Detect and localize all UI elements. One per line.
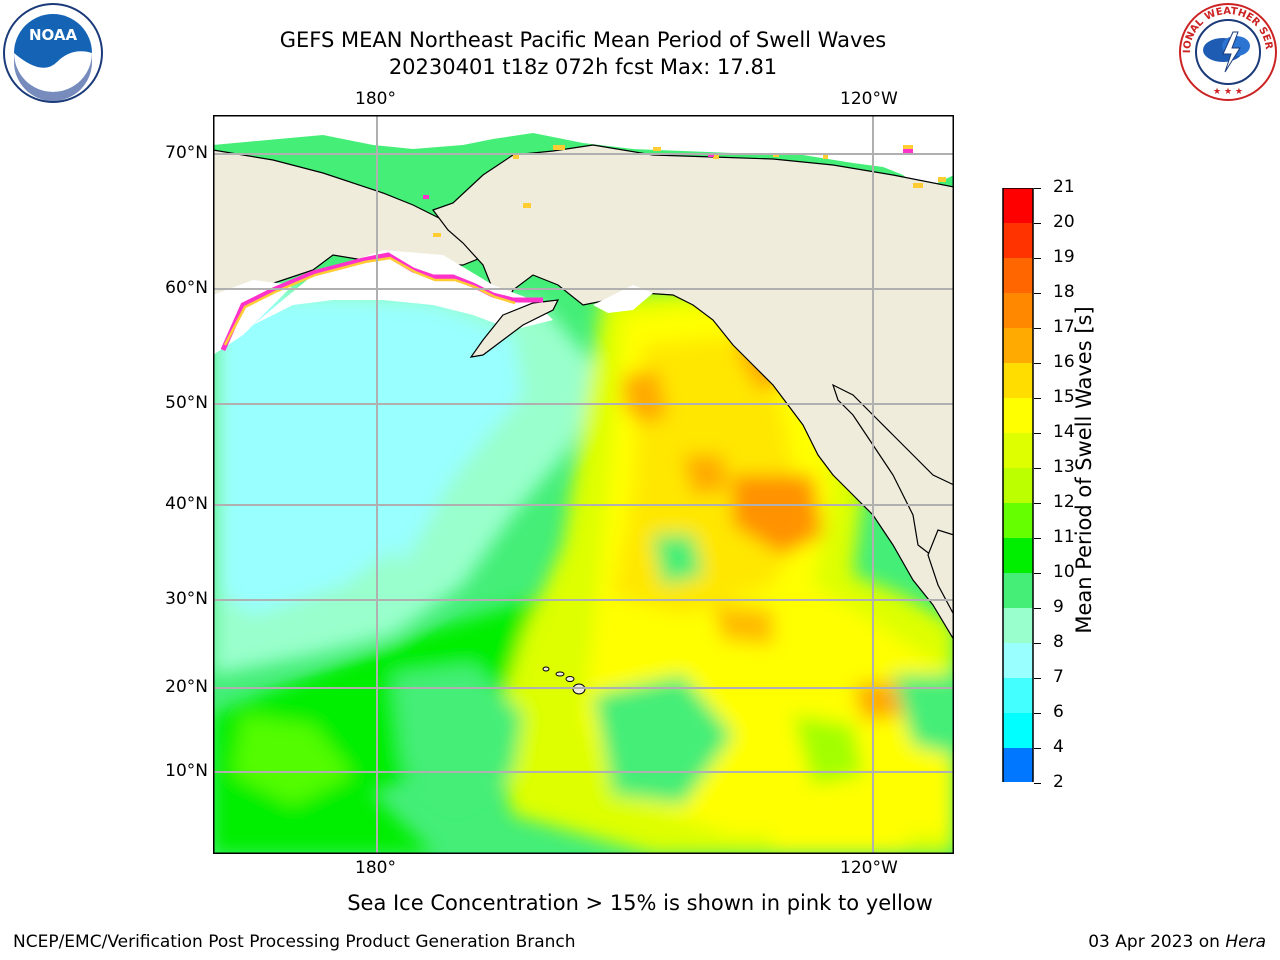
colorbar-tick	[1034, 293, 1041, 294]
colorbar-segment	[1003, 713, 1033, 749]
lat-label-20n: 20°N	[165, 677, 208, 697]
map-frame	[213, 115, 954, 854]
lon-label-bottom-120w: 120°W	[840, 858, 898, 878]
lat-label-30n: 30°N	[165, 589, 208, 609]
colorbar-tick-label: 12	[1053, 492, 1075, 512]
colorbar-segment	[1003, 363, 1033, 399]
sea-ice-note: Sea Ice Concentration > 15% is shown in …	[347, 891, 933, 915]
colorbar-segment	[1003, 258, 1033, 294]
colorbar-tick-label: 11	[1053, 527, 1075, 547]
noaa-logo: NOAA	[2, 2, 104, 104]
colorbar-tick	[1034, 503, 1041, 504]
colorbar-segment	[1003, 538, 1033, 574]
svg-text:★ ★ ★: ★ ★ ★	[1213, 87, 1243, 97]
lat-label-50n: 50°N	[165, 393, 208, 413]
colorbar-tick	[1034, 328, 1041, 329]
colorbar-segment	[1003, 223, 1033, 259]
lon-label-top-180: 180°	[355, 89, 396, 109]
graticule	[213, 115, 954, 854]
colorbar-segment	[1003, 573, 1033, 609]
colorbar-tick	[1034, 538, 1041, 539]
footer-branch: NCEP/EMC/Verification Post Processing Pr…	[13, 932, 576, 952]
colorbar-tick	[1034, 713, 1041, 714]
colorbar-tick	[1034, 573, 1041, 574]
colorbar-tick	[1034, 783, 1041, 784]
colorbar-segment	[1003, 293, 1033, 329]
map-panel	[213, 115, 954, 854]
colorbar-segment	[1003, 188, 1033, 224]
map-svg	[213, 115, 954, 854]
colorbar-tick-label: 8	[1053, 632, 1064, 652]
colorbar-tick-label: 17	[1053, 317, 1075, 337]
colorbar-segment	[1003, 468, 1033, 504]
colorbar-segment	[1003, 643, 1033, 679]
colorbar-tick-label: 21	[1053, 177, 1075, 197]
colorbar-tick	[1034, 748, 1041, 749]
lon-label-bottom-180: 180°	[355, 858, 396, 878]
colorbar-tick	[1034, 258, 1041, 259]
colorbar-tick	[1034, 363, 1041, 364]
lon-label-top-120w: 120°W	[840, 89, 898, 109]
colorbar-tick	[1034, 223, 1041, 224]
chart-subtitle: 20230401 t18z 072h fcst Max: 17.81	[388, 55, 778, 79]
colorbar-tick-label: 14	[1053, 422, 1075, 442]
lat-label-10n: 10°N	[165, 761, 208, 781]
lat-label-40n: 40°N	[165, 494, 208, 514]
footer-date: 03 Apr 2023 on Hera	[1088, 932, 1266, 952]
colorbar-tick	[1034, 468, 1041, 469]
colorbar-segment	[1003, 608, 1033, 644]
colorbar-tick-label: 13	[1053, 457, 1075, 477]
colorbar-tick	[1034, 188, 1041, 189]
colorbar-tick-label: 16	[1053, 352, 1075, 372]
footer-host: Hera	[1225, 932, 1266, 952]
colorbar-label: Mean Period of Swell Waves [s]	[1072, 306, 1096, 634]
colorbar-tick-label: 20	[1053, 212, 1075, 232]
colorbar-svg	[1002, 187, 1034, 814]
lat-label-70n: 70°N	[165, 143, 208, 163]
lat-label-60n: 60°N	[165, 278, 208, 298]
colorbar-tick	[1034, 398, 1041, 399]
colorbar-tick-label: 7	[1053, 667, 1064, 687]
colorbar-segment	[1003, 748, 1033, 783]
colorbar-segment	[1003, 398, 1033, 434]
colorbar-tick	[1034, 433, 1041, 434]
colorbar-tick-label: 2	[1053, 772, 1064, 792]
noaa-logo-text: NOAA	[29, 26, 78, 44]
colorbar-tick-label: 15	[1053, 387, 1075, 407]
colorbar-tick	[1034, 643, 1041, 644]
colorbar-segment	[1003, 678, 1033, 714]
colorbar-tick-label: 19	[1053, 247, 1075, 267]
footer-date-text: 03 Apr 2023 on	[1088, 932, 1226, 952]
colorbar-segment	[1003, 503, 1033, 539]
nws-logo: NATIONAL WEATHER SERVICE ★ ★ ★	[1174, 0, 1278, 102]
colorbar	[1002, 187, 1034, 814]
colorbar-tick-label: 4	[1053, 737, 1064, 757]
chart-title: GEFS MEAN Northeast Pacific Mean Period …	[279, 28, 887, 52]
colorbar-segment	[1003, 433, 1033, 469]
colorbar-tick-label: 9	[1053, 597, 1064, 617]
colorbar-tick-label: 10	[1053, 562, 1075, 582]
colorbar-tick-label: 6	[1053, 702, 1064, 722]
colorbar-tick	[1034, 678, 1041, 679]
colorbar-tick-label: 18	[1053, 282, 1075, 302]
colorbar-segment	[1003, 328, 1033, 364]
colorbar-tick	[1034, 608, 1041, 609]
